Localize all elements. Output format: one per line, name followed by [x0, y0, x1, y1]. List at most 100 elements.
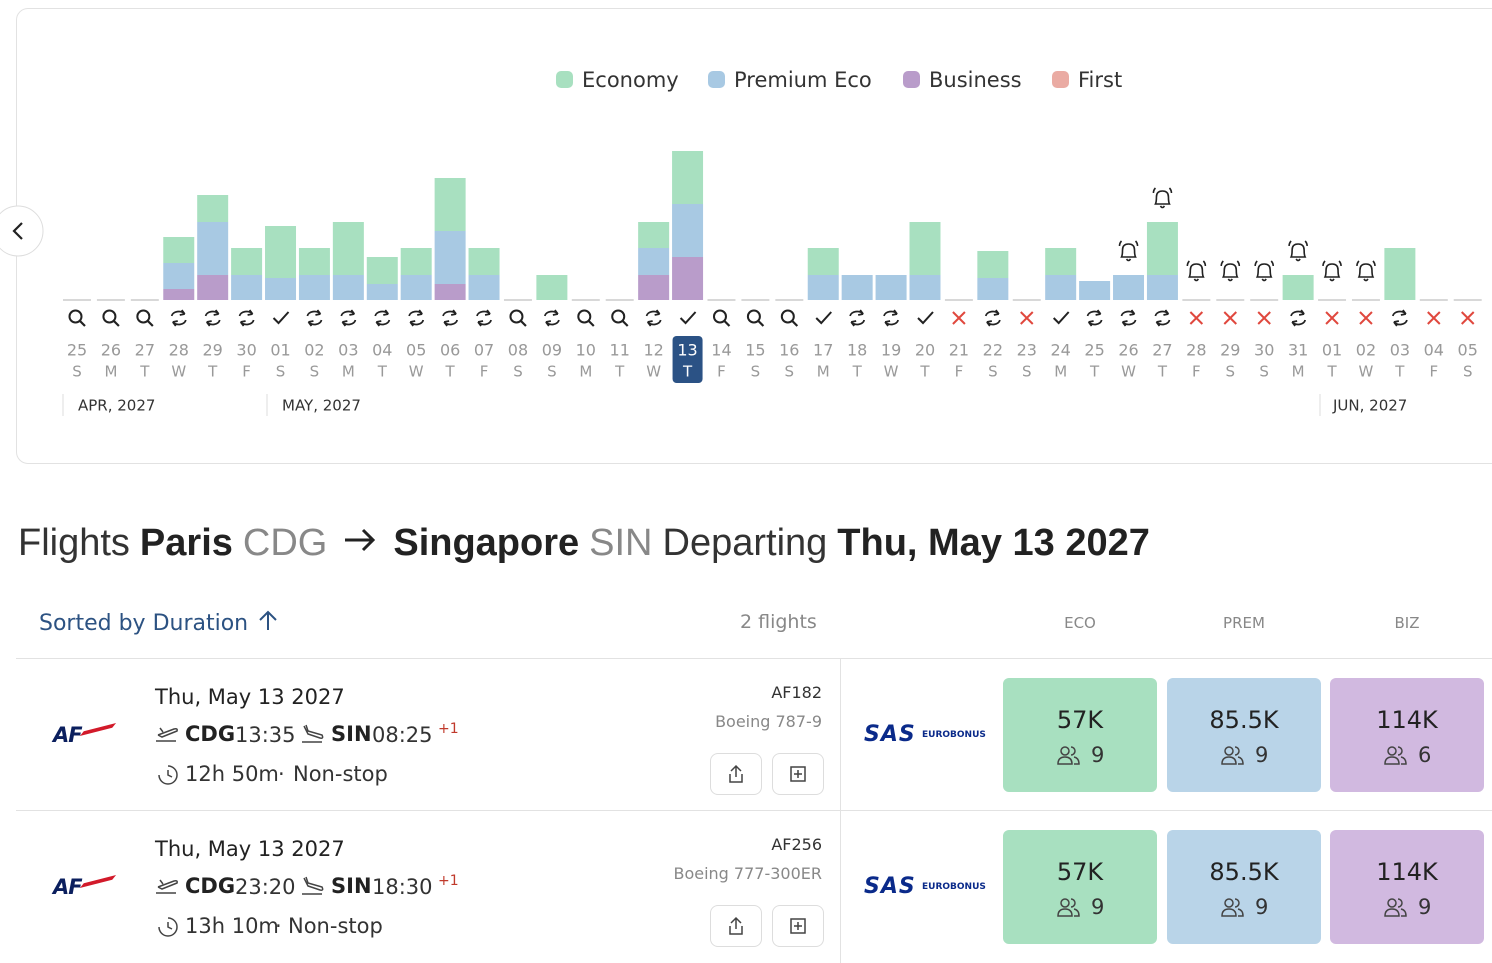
search-handle [520, 320, 527, 327]
weekday: W [884, 363, 899, 381]
sort-label[interactable]: Sorted by Duration [39, 611, 249, 636]
search-icon [746, 309, 761, 324]
refresh-icon [374, 309, 391, 327]
day-status-icon [1086, 309, 1103, 327]
add-button[interactable] [772, 753, 824, 795]
destination-code: SIN [331, 722, 372, 746]
day-number: 25 [67, 341, 87, 360]
day-offset: +1 [438, 873, 459, 889]
day-status-icon [1223, 311, 1237, 325]
unavailable-icon [1223, 311, 1237, 325]
fare-seats: 9 [1255, 743, 1269, 767]
bar-segment [163, 237, 195, 263]
search-handle [588, 320, 595, 327]
day-status-icon [984, 309, 1001, 327]
month-label: APR, 2027 [78, 397, 155, 415]
takeoff-icon [156, 879, 178, 894]
add-icon [790, 766, 806, 782]
bar-segment [638, 222, 670, 248]
duration: 12h 50m [185, 762, 279, 786]
share-button[interactable] [710, 753, 762, 795]
aircraft: Boeing 787-9 [715, 712, 822, 731]
search-icon [712, 309, 727, 324]
bar-segment [265, 226, 297, 278]
bar-segment [672, 257, 704, 300]
search-handle [723, 320, 731, 327]
weekday: T [139, 363, 150, 381]
column-header: PREM [1223, 614, 1265, 632]
day-number: 29 [203, 341, 223, 360]
day-status-icon [272, 311, 290, 325]
check-icon [272, 311, 290, 325]
weekday: S [1463, 363, 1473, 381]
bar-segment [672, 151, 704, 204]
search-icon [136, 309, 151, 324]
fare-seats: 9 [1418, 895, 1432, 919]
alert-bell [1220, 260, 1241, 282]
refresh-icon [238, 309, 255, 327]
fare-box[interactable]: 85.5K 9 [1167, 678, 1321, 792]
legend-label: Premium Eco [734, 68, 872, 92]
weekday: W [409, 363, 424, 381]
weekday: S [276, 363, 286, 381]
day-status-icon [883, 309, 899, 327]
fare-box[interactable]: 85.5K 9 [1167, 830, 1321, 944]
day-status-icon [1427, 311, 1441, 325]
clock-icon-path [158, 765, 178, 785]
search-handle [79, 320, 86, 327]
weekday: S [751, 363, 761, 381]
clock-icon [158, 765, 178, 785]
refresh-icon [442, 309, 459, 327]
unavailable-icon [1461, 311, 1475, 325]
program-logo: SAS [864, 874, 916, 899]
day-status-icon [509, 309, 527, 327]
day-status-icon [238, 309, 255, 327]
bar-segment [638, 275, 670, 300]
fare-box[interactable]: 114K 6 [1330, 678, 1484, 792]
day-status-icon [1189, 311, 1204, 325]
day-status-icon [917, 311, 934, 325]
stops: Non-stop [288, 914, 383, 938]
bar-segment [231, 248, 263, 275]
weekday: S [513, 363, 523, 381]
alert-bell [1254, 260, 1274, 282]
search-icon [509, 309, 524, 324]
share-button[interactable] [710, 905, 762, 947]
bar-segment [434, 231, 466, 284]
origin-city: Paris [139, 522, 233, 564]
check-icon [917, 311, 934, 325]
search-handle [113, 320, 120, 327]
refresh-icon [883, 309, 899, 327]
unavailable-icon [1359, 311, 1373, 325]
back-arrow[interactable] [12, 222, 23, 240]
refresh-icon [1391, 309, 1408, 327]
add-button[interactable] [772, 905, 824, 947]
bar-segment [1045, 275, 1077, 300]
refresh-icon [1290, 309, 1307, 327]
sort-arrow[interactable] [256, 608, 286, 632]
fare-box[interactable]: 114K 9 [1330, 830, 1484, 944]
day-number: 28 [1186, 341, 1206, 360]
flight-row[interactable]: AF Thu, May 13 2027 CDG 23:20 SIN 18:30 +1 13h … [16, 810, 1492, 963]
weekday: M [104, 363, 117, 381]
seats-icon [1384, 746, 1407, 765]
bar-segment [1384, 248, 1416, 300]
seats-icon [1384, 898, 1407, 917]
day-status-icon [952, 311, 966, 325]
bar-segment [638, 248, 670, 275]
fare-box[interactable]: 57K 9 [1003, 678, 1157, 792]
sort-control[interactable]: Sorted by Duration [39, 608, 286, 636]
fare-box[interactable]: 57K 9 [1003, 830, 1157, 944]
flight-date: Thu, May 13 2027 [155, 685, 345, 709]
day-number: 27 [135, 341, 155, 360]
day-number: 29 [1220, 341, 1240, 360]
weekday: M [817, 363, 830, 381]
day-number: 17 [813, 341, 833, 360]
flight-row[interactable]: AF Thu, May 13 2027 CDG 13:35 SIN 08:25 +1 12h … [16, 658, 1492, 811]
day-status-icon [68, 309, 86, 327]
bar-segment [841, 275, 873, 300]
back-button[interactable] [0, 205, 44, 257]
landing-icon [302, 876, 324, 895]
back-button-circle[interactable] [0, 205, 44, 257]
